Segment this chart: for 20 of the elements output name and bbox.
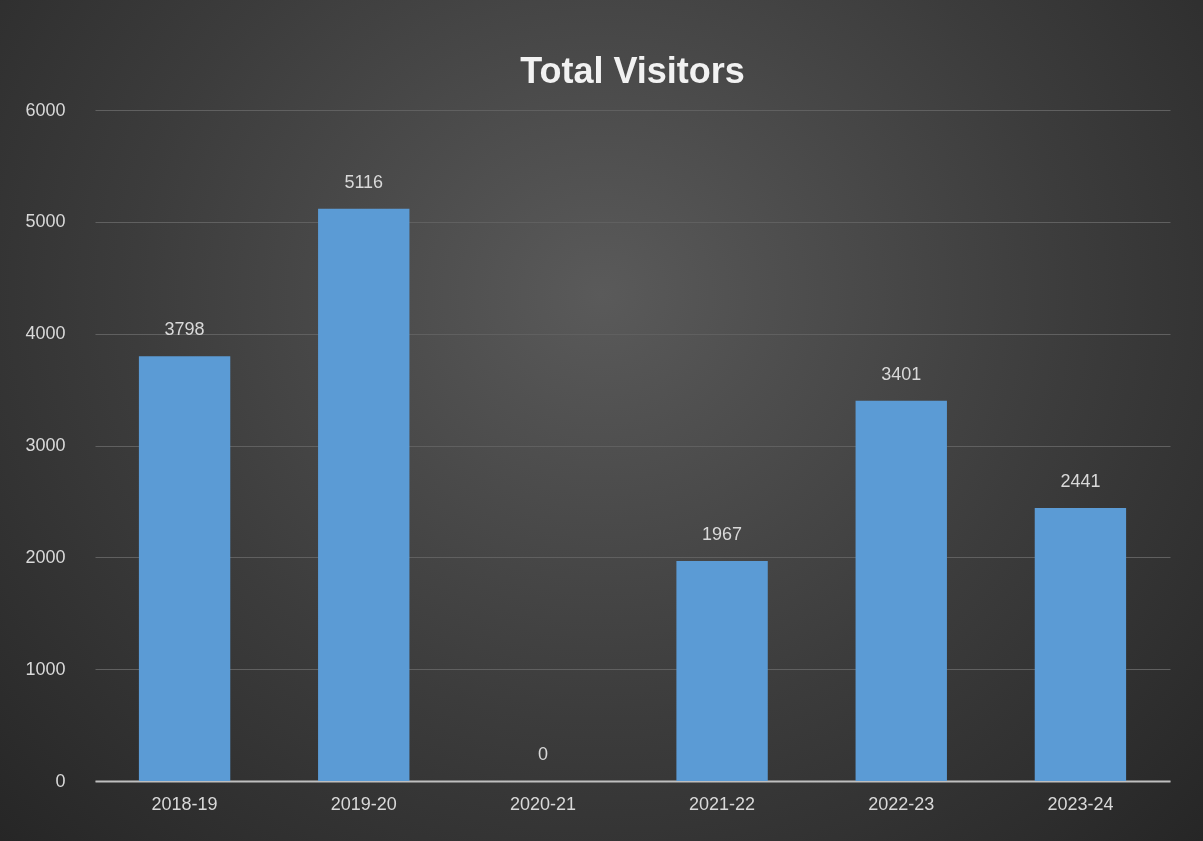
x-tick-label: 2019-20 bbox=[330, 793, 397, 814]
y-tick-label: 6000 bbox=[25, 99, 66, 120]
data-label: 3798 bbox=[164, 319, 205, 340]
data-label: 1967 bbox=[702, 524, 743, 545]
y-tick-label: 1000 bbox=[25, 658, 66, 679]
x-tick-label: 2023-24 bbox=[1047, 793, 1114, 814]
x-tick-label: 2020-21 bbox=[509, 793, 576, 814]
x-tick-label: 2022-23 bbox=[868, 793, 935, 814]
x-tick-label: 2021-22 bbox=[689, 793, 756, 814]
y-tick-label: 2000 bbox=[25, 546, 66, 567]
x-tick-label: 2018-19 bbox=[151, 793, 218, 814]
data-label: 5116 bbox=[344, 171, 384, 192]
y-tick-label: 4000 bbox=[25, 323, 66, 344]
y-tick-label: 5000 bbox=[25, 211, 66, 232]
data-label: 3401 bbox=[881, 363, 922, 384]
data-label: 2441 bbox=[1060, 471, 1101, 492]
y-tick-label: 0 bbox=[55, 770, 66, 791]
y-tick-label: 3000 bbox=[25, 435, 66, 455]
data-label: 0 bbox=[537, 744, 548, 764]
chart-title: Total Visitors bbox=[520, 50, 745, 91]
